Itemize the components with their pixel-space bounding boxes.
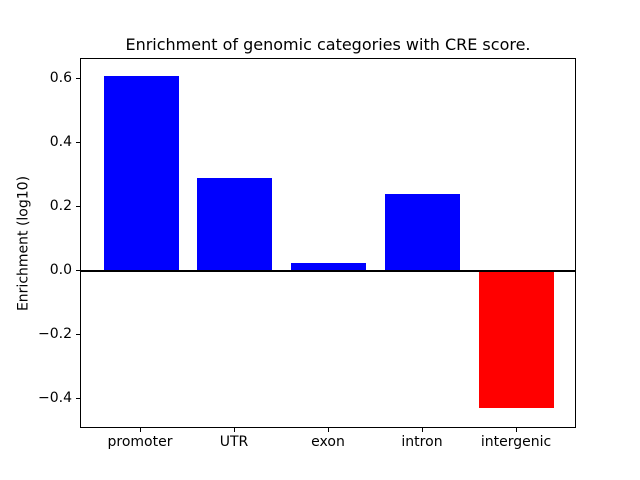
- bar-promoter: [104, 76, 179, 271]
- ytick-mark: [76, 270, 80, 271]
- ytick-mark: [76, 398, 80, 399]
- ytick-mark: [76, 142, 80, 143]
- xtick-mark: [516, 428, 517, 432]
- plot-area: [80, 58, 576, 428]
- xtick-label-intron: intron: [401, 434, 443, 450]
- bar-intron: [385, 194, 460, 271]
- zero-line: [81, 270, 575, 272]
- ytick-label: 0.6: [49, 70, 72, 86]
- xtick-mark: [140, 428, 141, 432]
- ytick-label: −0.4: [38, 390, 72, 406]
- xtick-mark: [328, 428, 329, 432]
- ytick-mark: [76, 206, 80, 207]
- xtick-label-promoter: promoter: [107, 434, 173, 450]
- bar-intergenic: [479, 271, 554, 408]
- bar-exon: [291, 263, 366, 271]
- y-axis-label: Enrichment (log10): [15, 175, 32, 312]
- ytick-label: 0.0: [49, 262, 72, 278]
- ytick-mark: [76, 334, 80, 335]
- xtick-mark: [234, 428, 235, 432]
- xtick-mark: [422, 428, 423, 432]
- xtick-label-UTR: UTR: [219, 434, 249, 450]
- ytick-label: 0.2: [49, 198, 72, 214]
- ytick-label: 0.4: [49, 134, 72, 150]
- bar-UTR: [197, 178, 272, 271]
- ytick-label: −0.2: [38, 326, 72, 342]
- xtick-label-intergenic: intergenic: [480, 434, 552, 450]
- ytick-mark: [76, 78, 80, 79]
- xtick-label-exon: exon: [311, 434, 345, 450]
- chart-title: Enrichment of genomic categories with CR…: [125, 35, 531, 54]
